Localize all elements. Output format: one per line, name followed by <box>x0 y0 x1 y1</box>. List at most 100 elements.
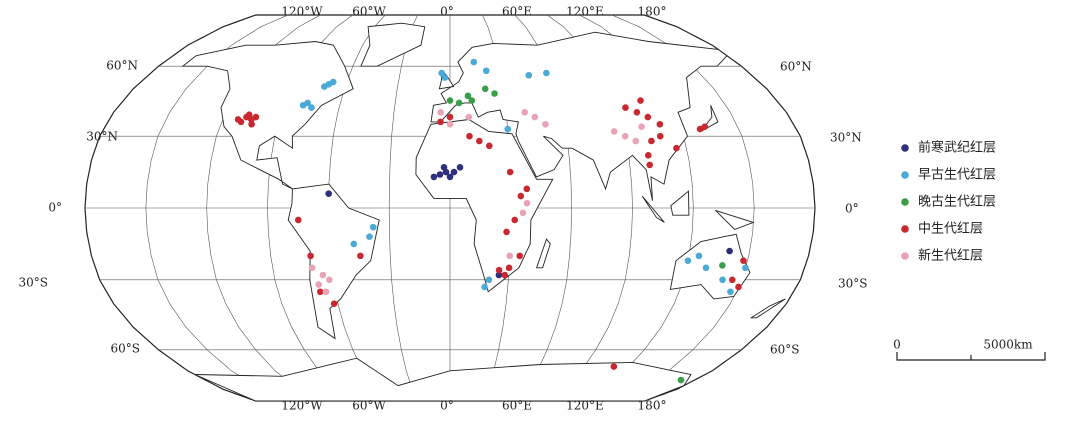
site-point <box>622 104 629 111</box>
site-point <box>446 120 454 128</box>
site-point <box>719 276 726 284</box>
legend-label: 晚古生代红层 <box>918 194 996 210</box>
site-point <box>366 233 373 241</box>
site-point <box>329 78 337 86</box>
site-point <box>440 164 448 171</box>
site-point <box>450 168 458 176</box>
site-point <box>495 266 503 274</box>
site-point <box>523 185 531 193</box>
latitude-label: 60°S <box>111 342 141 356</box>
landmass <box>641 195 665 223</box>
site-point <box>437 118 444 126</box>
scale-label: 0 <box>893 338 901 352</box>
site-point <box>637 97 644 104</box>
site-point <box>695 252 703 260</box>
site-point <box>322 288 330 296</box>
site-point <box>320 83 328 90</box>
site-point <box>485 142 493 150</box>
site-point <box>369 223 377 231</box>
site-point <box>470 58 478 66</box>
landmass <box>194 357 692 402</box>
latitude-label: 60°N <box>780 60 812 74</box>
site-point <box>315 281 322 288</box>
landmass <box>181 41 354 190</box>
site-point <box>325 190 332 197</box>
longitude-label: 120°E <box>566 5 604 19</box>
site-point <box>696 125 704 133</box>
landmass <box>430 31 728 201</box>
site-point <box>644 152 652 159</box>
longitude-label: 180° <box>638 399 667 413</box>
site-point <box>702 264 710 272</box>
latitude-label: 60°S <box>770 343 800 357</box>
longitude-label: 60°W <box>352 399 386 413</box>
site-point <box>234 116 242 123</box>
site-point <box>307 252 314 260</box>
site-point <box>543 69 550 77</box>
site-point <box>446 173 454 181</box>
site-point <box>521 109 529 116</box>
site-point <box>726 247 733 255</box>
scale-label: 5000km <box>983 338 1033 352</box>
site-point <box>516 252 524 260</box>
landmass <box>287 183 380 340</box>
site-point <box>656 120 664 128</box>
site-point <box>673 144 680 152</box>
site-point <box>506 252 514 260</box>
site-point <box>646 161 654 169</box>
longitude-label: 60°E <box>502 5 532 19</box>
landmass <box>715 209 755 231</box>
site-point <box>727 288 734 296</box>
site-point <box>621 132 629 140</box>
site-point <box>542 120 549 128</box>
legend-label: 早古生代红层 <box>918 167 996 183</box>
site-point <box>468 97 476 104</box>
legend-swatch <box>901 225 909 233</box>
site-point <box>481 283 488 291</box>
site-point <box>464 92 472 100</box>
site-point <box>531 113 539 121</box>
latitude-label: 30°S <box>19 276 49 290</box>
site-point <box>485 276 493 284</box>
site-point <box>610 128 618 135</box>
site-point <box>455 99 463 107</box>
latitude-label: 0° <box>845 202 859 216</box>
longitude-label: 120°W <box>281 5 323 19</box>
site-point <box>319 271 327 279</box>
legend-swatch <box>901 198 909 206</box>
site-point <box>446 97 454 104</box>
site-point <box>503 228 510 236</box>
site-point <box>506 168 514 176</box>
site-point <box>326 276 333 284</box>
site-point <box>456 164 464 171</box>
site-point <box>632 137 640 145</box>
site-point <box>476 137 483 145</box>
longitude-label: 120°W <box>281 399 323 413</box>
site-point <box>245 111 253 118</box>
latitude-label: 0° <box>48 201 62 215</box>
legend-swatch <box>901 252 909 260</box>
site-point <box>436 171 444 178</box>
site-point <box>638 123 645 130</box>
landmass <box>749 298 786 319</box>
site-point <box>466 132 473 140</box>
site-point <box>523 199 531 207</box>
site-point <box>517 192 525 200</box>
longitude-label: 0° <box>440 5 454 19</box>
longitude-label: 0° <box>440 399 454 413</box>
site-point <box>684 257 692 264</box>
site-point <box>505 264 513 272</box>
site-point <box>511 216 519 224</box>
legend-label: 中生代红层 <box>918 221 983 237</box>
legend-swatch <box>901 171 909 179</box>
landmass <box>415 119 554 293</box>
latitude-label: 30°N <box>830 131 862 145</box>
site-point <box>438 69 445 77</box>
site-point <box>491 90 498 97</box>
scale-bar <box>896 352 1046 361</box>
site-point <box>350 240 358 248</box>
site-point <box>294 216 302 224</box>
site-point <box>316 288 324 296</box>
site-point <box>656 132 664 140</box>
longitude-label: 60°E <box>502 399 532 413</box>
